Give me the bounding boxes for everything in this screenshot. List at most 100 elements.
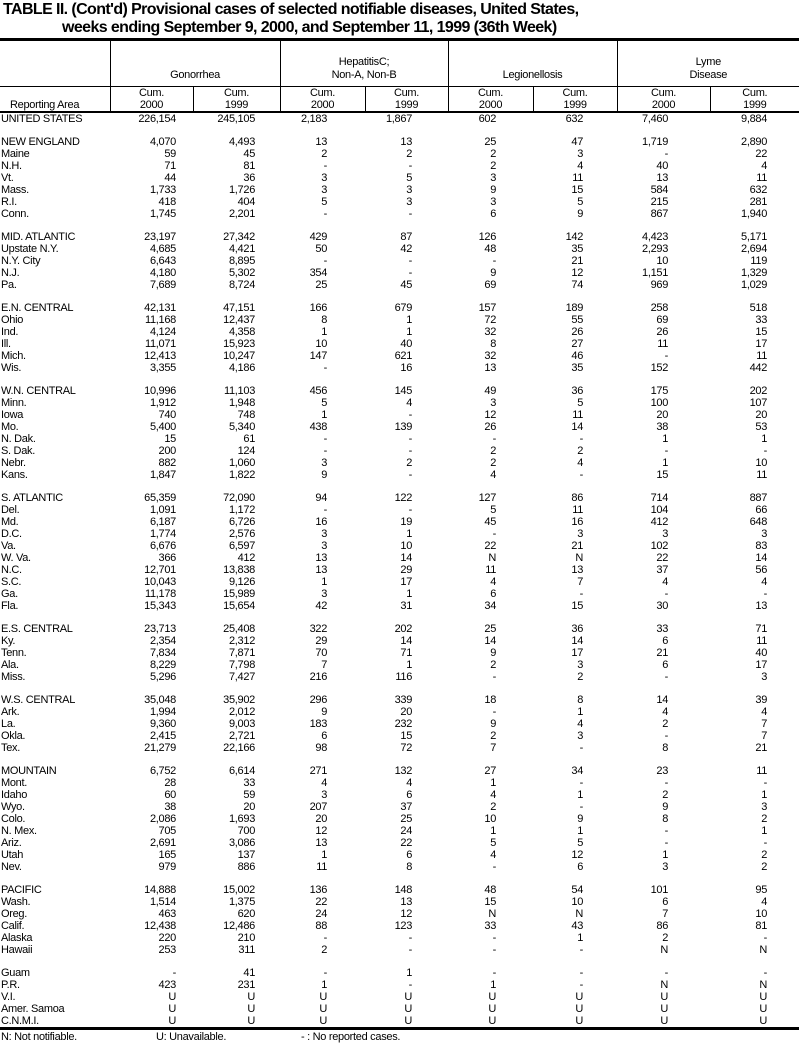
value-cell: 2 bbox=[490, 659, 497, 671]
value-cell: 166 bbox=[309, 302, 328, 314]
table-row: Kans. 1,847 1,822 9 - 4 - 15 11 bbox=[0, 469, 799, 481]
subheader-cum-label: Cum. bbox=[477, 87, 504, 99]
area-name: N.J. bbox=[1, 267, 20, 279]
value-cell: 2,721 bbox=[228, 730, 256, 742]
value-cell: 13 bbox=[755, 600, 768, 612]
value-cell: 9 bbox=[577, 208, 584, 220]
value-cell: 10 bbox=[400, 540, 413, 552]
value-cell: - bbox=[408, 932, 413, 944]
value-cell: 74 bbox=[571, 279, 584, 291]
table-row: Mo. 5,400 5,340 438 139 26 14 38 53 bbox=[0, 421, 799, 433]
value-cell: 253 bbox=[158, 944, 177, 956]
value-cell: U bbox=[168, 991, 176, 1003]
value-cell: 215 bbox=[650, 196, 669, 208]
value-cell: U bbox=[710, 1015, 799, 1030]
table-row: N.C. 12,701 13,838 13 29 11 13 37 56 bbox=[0, 564, 799, 576]
value-cell: 1 bbox=[406, 326, 413, 338]
value-cell: 1 bbox=[406, 314, 413, 326]
value-cell: - bbox=[579, 967, 584, 979]
value-cell: U bbox=[404, 1003, 413, 1015]
value-cell: 183 bbox=[309, 718, 328, 730]
table-row: N.H. 71 81 - - 2 4 40 4 bbox=[0, 160, 799, 172]
value-cell: - bbox=[664, 837, 669, 849]
value-cell: U bbox=[365, 1015, 449, 1030]
value-cell: 886 bbox=[237, 861, 256, 873]
value-cell: 12 bbox=[400, 908, 413, 920]
value-cell: 95 bbox=[755, 884, 768, 896]
table-row: La. 9,360 9,003 183 232 9 4 2 7 bbox=[0, 718, 799, 730]
value-cell: 15,002 bbox=[223, 884, 256, 896]
value-cell: 2,012 bbox=[228, 706, 256, 718]
value-cell: 9,126 bbox=[228, 576, 256, 588]
value-cell: 127 bbox=[478, 492, 497, 504]
table-row: Ill. 11,071 15,923 10 40 8 27 11 17 bbox=[0, 338, 799, 350]
value-cell: 10 bbox=[755, 908, 768, 920]
region-row: W.S. CENTRAL 35,048 35,902 296 339 18 8 14 39 bbox=[0, 694, 799, 706]
value-cell: 2 bbox=[490, 160, 497, 172]
value-cell: 122 bbox=[394, 492, 413, 504]
value-cell: 12,701 bbox=[144, 564, 176, 576]
value-cell: 6 bbox=[406, 789, 413, 801]
value-cell: 1 bbox=[577, 789, 584, 801]
value-cell: - bbox=[664, 445, 669, 457]
spacer-cell bbox=[0, 612, 799, 623]
value-cell: 14 bbox=[571, 635, 584, 647]
value-cell: 34 bbox=[571, 765, 584, 777]
region-row: PACIFIC 14,888 15,002 136 148 48 54 101 95 bbox=[0, 884, 799, 896]
spacer-cell bbox=[0, 873, 799, 884]
area-name: Mich. bbox=[1, 350, 26, 362]
value-cell: 714 bbox=[650, 492, 669, 504]
area-name: Tex. bbox=[1, 742, 20, 754]
value-cell: 4 bbox=[406, 777, 413, 789]
value-cell: 429 bbox=[309, 231, 328, 243]
value-cell: 1,172 bbox=[228, 504, 256, 516]
value-cell: U bbox=[660, 991, 669, 1003]
value-cell: 621 bbox=[394, 350, 413, 362]
area-name: S. Dak. bbox=[1, 445, 35, 457]
value-cell: - bbox=[323, 255, 328, 267]
value-cell: N bbox=[575, 908, 584, 920]
value-cell: 632 bbox=[565, 113, 584, 125]
value-cell: 5,171 bbox=[741, 231, 768, 243]
table-row: V.I. U U U U U U U U bbox=[0, 991, 799, 1003]
value-cell: 1 bbox=[662, 849, 669, 861]
value-cell: 4,124 bbox=[149, 326, 176, 338]
value-cell: 210 bbox=[237, 932, 256, 944]
value-cell: 3 bbox=[577, 528, 584, 540]
value-cell: - bbox=[664, 825, 669, 837]
value-cell: - bbox=[492, 528, 497, 540]
area-name: Pa. bbox=[1, 279, 17, 291]
spacer-row bbox=[0, 481, 799, 492]
value-cell: 281 bbox=[749, 196, 768, 208]
value-cell: U bbox=[247, 1003, 256, 1015]
header-blank bbox=[0, 38, 110, 87]
value-cell: 456 bbox=[309, 385, 328, 397]
table-row: W. Va. 366 412 13 14 N N 22 14 bbox=[0, 552, 799, 564]
area-name: W.S. CENTRAL bbox=[1, 694, 76, 706]
area-name: R.I. bbox=[1, 196, 17, 208]
value-cell: 9 bbox=[577, 813, 584, 825]
value-cell: 322 bbox=[309, 623, 328, 635]
value-cell: 8 bbox=[321, 314, 328, 326]
value-cell: 4,685 bbox=[149, 243, 176, 255]
value-cell: 10 bbox=[656, 255, 669, 267]
value-cell: - bbox=[408, 255, 413, 267]
value-cell: 6 bbox=[490, 588, 497, 600]
value-cell: 17 bbox=[755, 338, 768, 350]
value-cell: 86 bbox=[571, 492, 584, 504]
value-cell: 15 bbox=[484, 896, 497, 908]
value-cell: 40 bbox=[755, 647, 768, 659]
value-cell: 126 bbox=[478, 231, 497, 243]
value-cell: 2 bbox=[490, 801, 497, 813]
area-name: W. Va. bbox=[1, 552, 31, 564]
area-name: Maine bbox=[1, 148, 30, 160]
value-cell: 13,838 bbox=[223, 564, 256, 576]
spacer-cell bbox=[0, 291, 799, 302]
value-cell: - bbox=[492, 944, 497, 956]
value-cell: - bbox=[664, 777, 669, 789]
subheader-cum-label: Cum. bbox=[138, 87, 165, 99]
value-cell: 2 bbox=[490, 457, 497, 469]
value-cell: 6,614 bbox=[228, 765, 256, 777]
spacer-row bbox=[0, 873, 799, 884]
table-row: Maine 59 45 2 2 2 3-22 bbox=[0, 148, 799, 160]
